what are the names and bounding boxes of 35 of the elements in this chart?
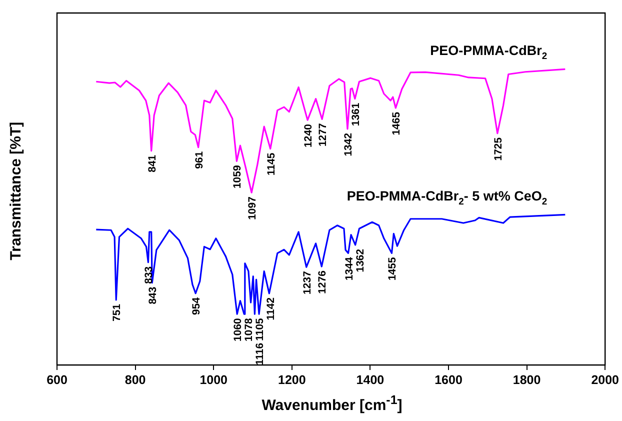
annotation: 1145 [265,152,278,176]
annotation: 841 [146,154,158,172]
annotation: 954 [190,297,203,315]
annotation: 1277 [317,123,330,147]
annotation: 833 [143,266,156,284]
annotation: 1097 [246,196,259,220]
annotation: 751 [111,304,124,322]
annotation: 1237 [301,270,314,294]
annotation: 961 [193,151,206,169]
annotation: 1142 [265,297,278,320]
annotation: 1060 [232,318,244,342]
y-axis-title: Transmittance [%T] [8,122,24,260]
annotation: 1276 [316,270,329,294]
x-axis-title: Wavenumber [cm$^{-1}$] [260,393,404,414]
annotation: 843 [147,286,160,304]
x-tick-label: 1200 [278,372,306,387]
x-tick-label: 600 [46,372,68,387]
x-tick-label: 800 [124,372,146,387]
annotation: 1059 [232,165,244,189]
x-tick-label: 1000 [200,372,228,387]
annotation: 1344 [343,257,356,281]
annotation: 1240 [302,124,315,148]
x-tick-label: 1400 [356,372,384,387]
annotation: 1725 [492,137,504,161]
annotation: 1078 [243,318,256,342]
annotation: 1465 [390,112,403,136]
annotation: 1361 [350,102,362,126]
x-tick-label: 2000 [591,372,620,387]
annotation: 1105 [254,318,266,341]
x-tick-label: 1600 [434,372,462,387]
annotation: 1116 [254,342,266,366]
annotation: 1455 [386,257,399,281]
annotation: 1342 [342,132,354,156]
x-tick-label: 1800 [512,372,541,387]
annotation: 1362 [354,248,366,272]
